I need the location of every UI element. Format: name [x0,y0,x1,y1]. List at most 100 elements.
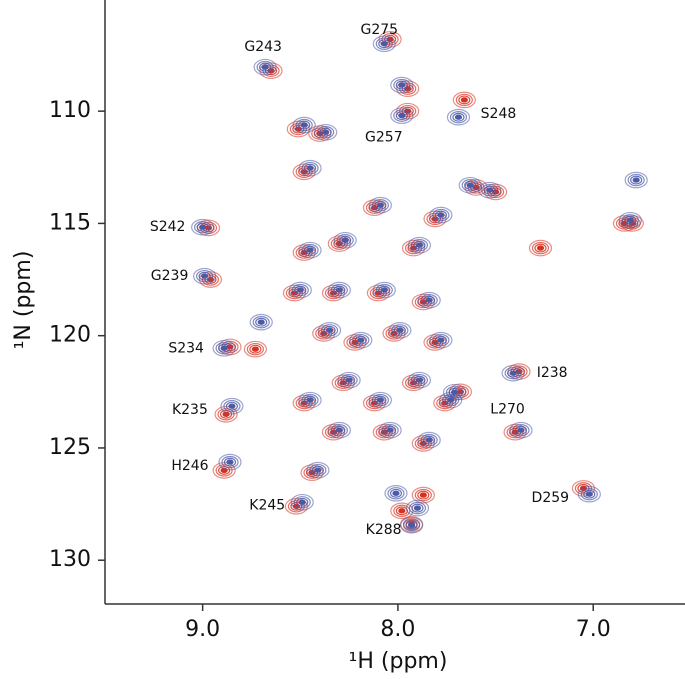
contour [378,421,402,439]
contour [391,324,409,337]
contour [324,286,343,300]
contour [374,200,387,210]
contour [372,35,396,53]
contour [384,485,408,502]
contour [298,241,322,259]
peak [372,281,396,299]
contour [226,459,234,465]
contour [378,39,391,49]
contour [194,221,212,234]
peak-label: K245 [249,497,285,513]
contour [413,240,426,250]
contour [461,179,479,192]
peak [452,91,476,109]
contour [291,283,309,297]
peak [401,374,426,392]
contour [369,286,388,300]
contour [458,95,471,105]
contour [420,433,438,447]
peak [362,394,387,412]
contour [390,76,414,94]
contour [317,321,342,339]
contour [365,396,384,410]
contour [368,196,392,214]
x-axis-label: ¹H (ppm) [349,649,448,674]
peak-label: L270 [490,401,525,417]
contour [220,397,244,415]
contour [388,321,412,339]
contour [410,373,429,387]
contour [401,239,426,257]
contour [354,335,367,345]
contour [517,427,525,433]
peak-label: K235 [172,402,208,418]
contour [327,421,351,439]
contour [371,199,389,212]
contour [292,394,316,412]
contour [357,337,365,343]
contour [314,123,338,141]
contour [399,516,424,534]
peak-label: G239 [151,268,189,284]
peak [439,391,463,409]
contour [398,508,406,514]
peak [528,239,553,257]
contour [317,126,335,139]
contour [393,78,411,92]
peak [407,236,432,254]
peak-label: S248 [481,106,517,122]
peak [327,281,351,299]
peak [191,218,215,236]
peak [331,374,355,392]
y-tick-label: 125 [49,435,91,460]
contour [372,281,396,299]
contour [501,364,525,382]
contour [303,395,317,405]
contour [432,208,450,222]
peak [446,108,471,126]
contour [405,499,430,517]
x-tick-label: 9.0 [185,617,220,642]
contour [195,269,214,283]
contour [432,333,450,347]
y-tick-label: 115 [49,210,91,235]
peak [407,371,432,389]
contour [585,491,593,497]
contour [298,159,322,177]
y-axis-label: ¹N (ppm) [11,251,36,350]
contour [583,489,596,499]
contour [362,394,387,412]
contour [368,391,392,409]
contour [296,497,309,507]
contour [334,376,352,390]
contour [246,342,264,356]
peak [429,331,453,349]
contour [407,236,432,254]
peak [390,107,414,124]
contour [415,377,424,383]
contour [336,234,354,247]
contour [251,346,259,352]
peak [298,391,322,409]
contour [420,294,438,307]
contour [228,403,236,409]
contour [333,425,346,435]
contour [404,241,423,255]
contour [341,237,349,243]
contour [464,180,477,190]
contour [371,393,389,407]
contour [223,399,241,413]
contour [382,325,406,342]
peak [192,267,217,285]
contour [252,316,270,329]
contour [398,112,406,119]
contour [335,287,343,293]
contour [460,97,468,103]
peak [368,391,392,409]
contour [223,457,237,467]
peak-label: G243 [244,39,282,55]
peak-label: K288 [366,522,402,538]
contour [199,224,207,230]
contour [390,107,414,124]
contour [455,93,473,107]
